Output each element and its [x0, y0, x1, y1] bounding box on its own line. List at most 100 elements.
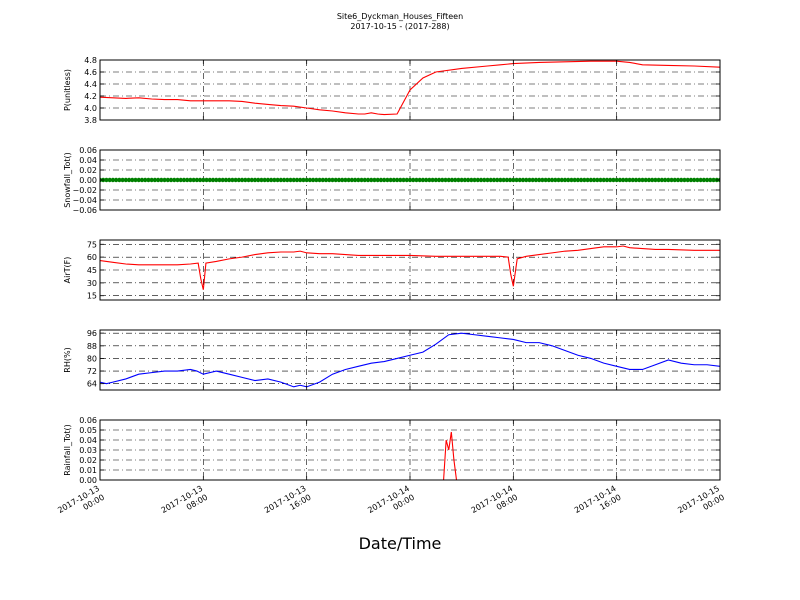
data-point	[630, 177, 636, 183]
data-point	[275, 177, 280, 183]
data-point	[343, 177, 348, 183]
data-point	[614, 177, 619, 183]
data-point	[595, 177, 600, 183]
data-point	[485, 177, 490, 183]
data-point	[404, 177, 409, 183]
data-point	[469, 177, 474, 183]
y-axis-label: AirT(F)	[63, 257, 72, 284]
data-point	[443, 177, 448, 183]
series-line	[100, 245, 720, 290]
data-point	[462, 177, 468, 183]
y-tick-label: 80	[87, 354, 97, 363]
data-point	[372, 177, 377, 183]
data-point	[433, 177, 439, 183]
data-point	[336, 177, 342, 183]
data-point	[711, 177, 716, 183]
data-point	[181, 177, 187, 183]
data-point	[233, 177, 238, 183]
data-point	[136, 177, 141, 183]
data-point	[327, 177, 332, 183]
data-point	[310, 177, 316, 183]
data-point	[236, 177, 242, 183]
data-point	[362, 177, 367, 183]
data-point	[643, 177, 648, 183]
data-point	[369, 177, 374, 183]
data-point	[304, 177, 309, 183]
y-tick-label: 30	[87, 279, 97, 288]
data-point	[278, 177, 284, 183]
y-tick-label: 0.06	[79, 146, 97, 155]
y-tick-label: 0.04	[79, 156, 97, 165]
data-point	[472, 177, 477, 183]
data-point	[168, 177, 174, 183]
data-point	[549, 177, 555, 183]
data-point	[281, 177, 287, 183]
data-point	[572, 177, 577, 183]
y-tick-label: 88	[87, 342, 97, 351]
data-point	[653, 177, 658, 183]
series-group	[100, 332, 720, 388]
data-point	[591, 177, 597, 183]
y-tick-label: 4.0	[84, 104, 97, 113]
data-point	[375, 177, 380, 183]
data-point	[456, 177, 461, 183]
data-point	[339, 177, 345, 183]
data-point	[356, 177, 361, 183]
data-point	[420, 177, 426, 183]
data-point	[430, 177, 435, 183]
data-point	[294, 177, 300, 183]
data-point	[191, 177, 196, 183]
data-point	[214, 177, 219, 183]
data-point	[184, 177, 190, 183]
y-tick-label: 4.6	[84, 68, 97, 77]
data-point	[381, 177, 387, 183]
data-point	[272, 177, 277, 183]
data-point	[527, 177, 532, 183]
data-point	[262, 177, 267, 183]
y-tick-label: 96	[87, 329, 97, 338]
series-group	[100, 431, 720, 480]
data-point	[359, 177, 364, 183]
data-point	[511, 177, 516, 183]
data-point	[133, 177, 138, 183]
y-tick-label: −0.04	[72, 196, 97, 205]
data-point	[239, 177, 245, 183]
data-point	[117, 177, 122, 183]
data-point	[627, 177, 632, 183]
data-point	[175, 177, 180, 183]
data-point	[530, 177, 535, 183]
data-point	[514, 177, 519, 183]
data-point	[388, 177, 393, 183]
data-point	[562, 177, 568, 183]
data-point	[559, 177, 564, 183]
data-point	[414, 177, 419, 183]
data-point	[578, 177, 584, 183]
y-tick-label: 15	[87, 292, 97, 301]
data-point	[194, 177, 200, 183]
data-point	[691, 177, 697, 183]
y-axis-label: Snowfall_Tot()	[63, 152, 72, 208]
data-point	[226, 177, 232, 183]
data-point	[165, 177, 171, 183]
y-tick-label: 64	[87, 380, 97, 389]
data-point	[143, 177, 148, 183]
y-tick-label: −0.02	[72, 186, 97, 195]
series-group	[100, 177, 720, 183]
data-point	[291, 177, 296, 183]
data-point	[475, 177, 481, 183]
data-point	[546, 177, 552, 183]
data-point	[352, 177, 358, 183]
data-point	[207, 177, 212, 183]
data-point	[695, 177, 700, 183]
data-point	[243, 177, 248, 183]
data-point	[688, 177, 694, 183]
data-point	[301, 177, 306, 183]
data-point	[566, 177, 571, 183]
data-point	[601, 177, 606, 183]
data-point	[307, 177, 313, 183]
data-point	[330, 177, 335, 183]
data-point	[491, 177, 497, 183]
data-point	[178, 177, 183, 183]
